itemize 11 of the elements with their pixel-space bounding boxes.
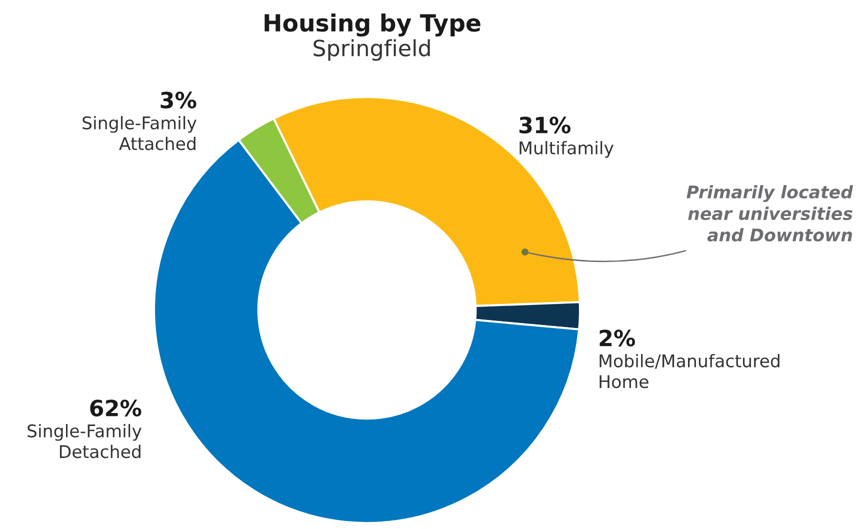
- data-label: 62%: [90, 400, 142, 416]
- chart-subtitle: Springfield: [314, 39, 430, 61]
- data-label: 3%: [160, 92, 196, 108]
- data-label: 31%: [519, 116, 570, 134]
- chart-title: Housing by Type: [264, 13, 480, 37]
- text: Primarily located near universities and Downtown: [686, 185, 854, 242]
- slice-label: Multifamily: [520, 141, 614, 158]
- data-label: 2%: [600, 330, 636, 346]
- slice-label: Single-Family Detached: [28, 424, 142, 458]
- slice-label: Single-Family Attached: [82, 116, 196, 150]
- slice-label: Mobile/Manufactured Home: [600, 354, 780, 388]
